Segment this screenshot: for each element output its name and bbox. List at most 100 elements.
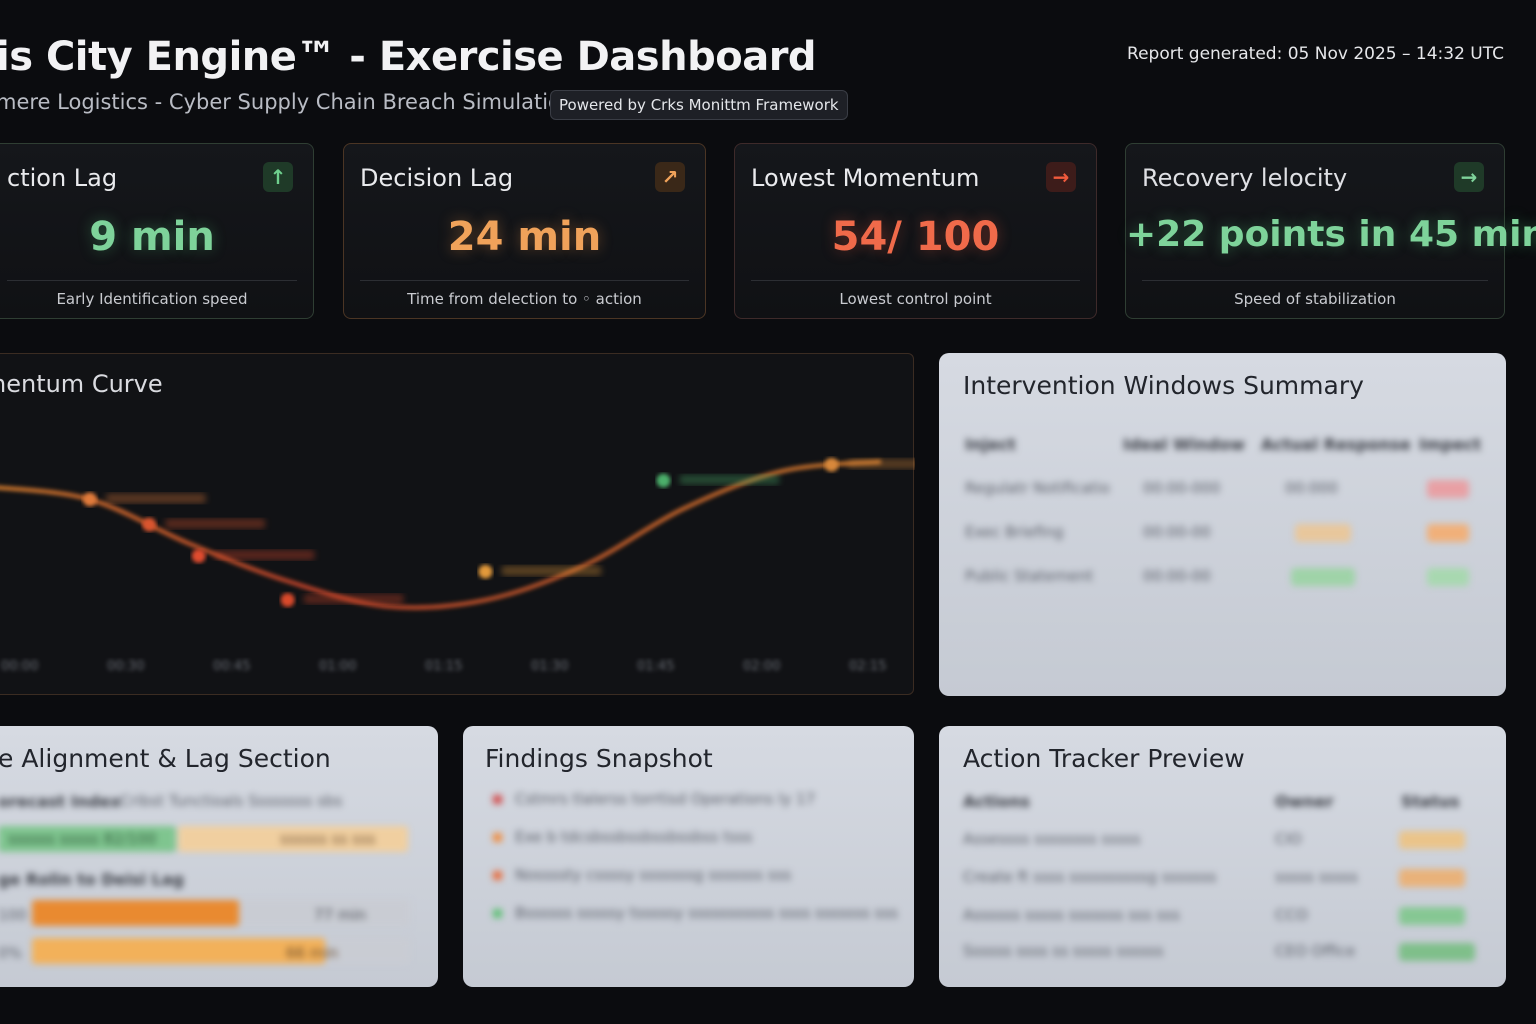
table-cell: CIO <box>1275 830 1302 848</box>
list-item: Exe b tdcsbssbssbssbssbss tsss <box>515 828 753 846</box>
impact-indicator <box>1427 568 1469 586</box>
lag-bar-fill <box>32 900 239 926</box>
actual-response-indicator <box>1295 524 1351 542</box>
impact-indicator <box>1427 480 1469 498</box>
kpi-card-lowest-momentum[interactable]: Lowest Momentum → 54/ 100 Lowest control… <box>734 143 1097 319</box>
kpi-divider <box>360 280 689 281</box>
table-cell: 00:00-00 <box>1143 567 1211 585</box>
kpi-label: Lowest Momentum <box>751 164 980 192</box>
x-tick-label: 02:00 <box>743 659 780 674</box>
kpi-label: ction Lag <box>7 164 118 192</box>
momentum-marker[interactable] <box>824 457 839 472</box>
bar-label: ssssss ss sss <box>280 830 376 848</box>
findings-snapshot-panel: Findings Snapshot Cstmrs tlalerss torrti… <box>463 726 914 987</box>
x-tick-label: 01:15 <box>425 659 462 674</box>
lag-row-value: 66 min <box>286 944 339 962</box>
bar-label: ssssss sssss 82/100 <box>8 830 157 848</box>
x-tick-label: 01:30 <box>531 659 568 674</box>
bullet-icon <box>493 909 502 918</box>
momentum-marker[interactable] <box>191 549 206 563</box>
kpi-divider <box>1142 280 1488 281</box>
kpi-value: +22 points in 45 min <box>1126 214 1536 255</box>
status-badge <box>1399 869 1465 887</box>
marker-annotation <box>165 518 266 529</box>
kpi-label: Recovery lelocity <box>1142 164 1348 192</box>
momentum-marker[interactable] <box>478 564 493 579</box>
kpi-caption: Time from delection to ◦ action <box>407 290 642 308</box>
table-cell: Ssssss ssss ss sssss ssssss <box>963 942 1164 960</box>
list-item: Bssssss sssssy tsssssy sssssssssss ssss … <box>515 904 898 922</box>
table-cell: Public Statement <box>965 567 1094 585</box>
arrow-up-right-icon: ↗ <box>655 162 685 192</box>
bullet-icon <box>493 795 502 804</box>
alignment-bar-good <box>0 826 176 852</box>
momentum-marker[interactable] <box>656 473 671 488</box>
table-cell: 00:00-00 <box>1143 523 1211 541</box>
marker-annotation <box>847 458 915 469</box>
forecast-index-label: orecast Index <box>0 792 121 811</box>
table-cell: 00:000 <box>1285 479 1338 497</box>
table-cell: Create ft ssss ssssssssssg sssssss <box>963 868 1217 886</box>
status-badge <box>1399 831 1465 849</box>
arrow-right-icon: → <box>1046 162 1076 192</box>
report-timestamp: Report generated: 05 Nov 2025 – 14:32 UT… <box>1127 44 1504 64</box>
kpi-divider <box>751 280 1080 281</box>
table-cell: 00:00-000 <box>1143 479 1221 497</box>
list-item: Cstmrs tlalerss torrtisd Operations ly 1… <box>515 790 816 808</box>
lag-row-label: 0% <box>0 944 22 962</box>
forecast-index-desc: Cribst Tunctioals Ssssssss sbs <box>120 792 343 810</box>
panel-title: nentum Curve <box>0 370 163 398</box>
alignment-lag-panel: e Alignment & Lag Section orecast Index … <box>0 726 438 987</box>
arrow-up-icon: ↑ <box>263 162 293 192</box>
bullet-icon <box>493 833 502 842</box>
kpi-card-decision-lag[interactable]: Decision Lag ↗ 24 min Time from delectio… <box>343 143 706 319</box>
status-badge <box>1399 943 1475 961</box>
momentum-marker[interactable] <box>142 517 157 532</box>
table-cell: sssss sssss <box>1275 868 1358 886</box>
actual-response-indicator <box>1291 568 1355 586</box>
lag-bar-fill <box>32 938 325 964</box>
powered-by-badge: Powered by Crks Monittm Framework <box>550 90 848 120</box>
status-badge <box>1399 907 1465 925</box>
momentum-marker[interactable] <box>280 593 295 607</box>
x-tick-label: 00:00 <box>1 659 38 674</box>
x-tick-label: 02:15 <box>849 659 886 674</box>
momentum-marker[interactable] <box>82 492 97 507</box>
column-header: Owner <box>1275 792 1334 811</box>
table-cell: CEO Office <box>1275 942 1356 960</box>
table-cell: CCO <box>1275 906 1308 924</box>
kpi-caption: Speed of stabilization <box>1234 290 1396 308</box>
table-cell: Assessss ssssssss sssss <box>963 830 1141 848</box>
kpi-value: 9 min <box>89 214 215 260</box>
alignment-bar-gap <box>178 826 408 852</box>
table-cell: Exec Briefing <box>965 523 1064 541</box>
marker-annotation <box>303 594 404 604</box>
column-header: Ideal Window <box>1123 435 1245 454</box>
x-tick-label: 00:30 <box>107 659 144 674</box>
momentum-curve-panel: nentum Curve 00:00 00:30 00:45 01:00 01:15 01… <box>0 353 915 695</box>
kpi-card-detection-lag[interactable]: ction Lag ↑ 9 min Early Identification s… <box>0 143 314 319</box>
page-subtitle: mere Logistics - Cyber Supply Chain Brea… <box>0 90 575 114</box>
page-title: is City Engine™ - Exercise Dashboard <box>0 34 817 80</box>
impact-indicator <box>1427 524 1469 542</box>
marker-annotation <box>105 493 206 504</box>
marker-annotation <box>501 565 602 576</box>
bullet-icon <box>493 871 502 880</box>
kpi-card-recovery-velocity[interactable]: Recovery lelocity → +22 points in 45 min… <box>1125 143 1536 319</box>
intervention-windows-panel: Intervention Windows Summary Inject Idea… <box>939 353 1506 696</box>
column-header: Inject <box>965 435 1016 454</box>
x-tick-label: 01:45 <box>637 659 674 674</box>
table-cell: Regulatr Notificatio <box>965 479 1110 497</box>
list-item: Nossssty cssssy sssssssg sssssss sss <box>515 866 792 884</box>
x-tick-label: 01:00 <box>319 659 356 674</box>
kpi-label: Decision Lag <box>360 164 514 192</box>
kpi-caption: Lowest control point <box>839 290 992 308</box>
kpi-divider <box>7 280 297 281</box>
x-tick-label: 00:45 <box>213 659 250 674</box>
arrow-right-icon: → <box>1454 162 1484 192</box>
lag-row-value: 77 min <box>314 906 367 924</box>
column-header: Actual Response <box>1261 435 1411 454</box>
momentum-curve-chart: 00:00 00:30 00:45 01:00 01:15 01:30 01:45 02:00… <box>0 457 915 674</box>
marker-annotation <box>214 550 315 560</box>
kpi-value: 24 min <box>447 214 602 260</box>
